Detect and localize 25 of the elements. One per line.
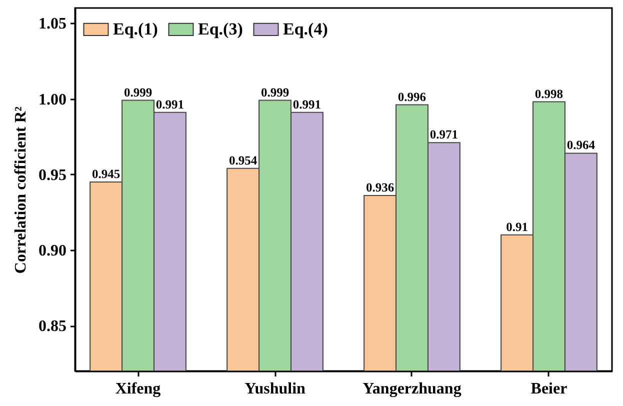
data-label: 0.91: [506, 220, 528, 234]
data-label: 0.996: [398, 90, 426, 104]
y-tick-label: 0.85: [38, 318, 66, 336]
data-label: 0.999: [260, 85, 290, 100]
x-tick-label: Yangerzhuang: [362, 380, 462, 398]
y-tick-label: 0.95: [38, 166, 66, 184]
data-label: 0.998: [534, 86, 564, 101]
x-tick-label: Yushulin: [244, 380, 306, 398]
data-label: 0.999: [124, 85, 152, 100]
x-tick-label: Xifeng: [115, 380, 161, 398]
data-label: 0.954: [228, 153, 258, 168]
legend-label: Eq.(3): [198, 19, 243, 38]
data-label: 0.964: [566, 138, 596, 152]
y-axis-title: Correlation cofficient R²: [12, 106, 30, 274]
data-label: 0.945: [92, 166, 120, 181]
data-label: 0.936: [366, 180, 394, 195]
y-tick-label: 1.05: [38, 16, 66, 33]
data-label: 0.971: [430, 128, 458, 142]
x-tick-label: Beier: [530, 380, 568, 398]
legend-label: Eq.(1): [113, 19, 158, 38]
data-label: 0.991: [292, 97, 322, 112]
data-label: 0.991: [156, 97, 184, 112]
y-tick-label: 1.00: [38, 91, 66, 108]
legend-label: Eq.(4): [283, 19, 328, 38]
y-tick-label: 0.90: [38, 242, 66, 260]
